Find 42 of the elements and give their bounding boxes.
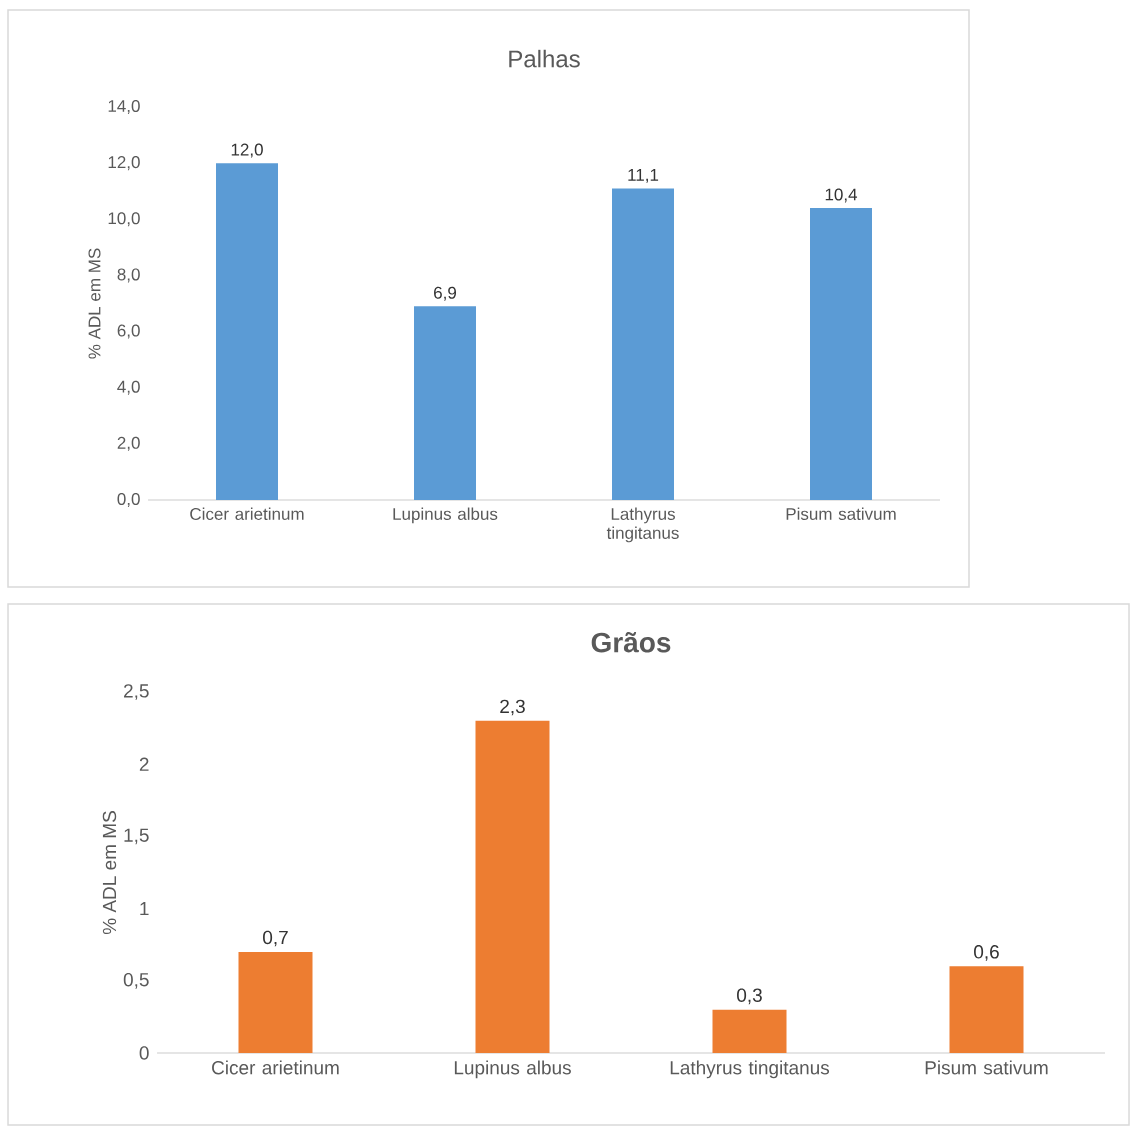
x-tick-label: Lupinus albus: [393, 507, 498, 524]
bar: [216, 163, 279, 500]
x-tick-label: Pisum sativum: [786, 507, 896, 521]
bar: [475, 720, 550, 1053]
y-axis-title: % ADL em MS: [102, 811, 117, 935]
bar: [712, 1009, 787, 1053]
y-tick-label: 10,0: [108, 212, 140, 227]
data-label: 0,7: [263, 930, 288, 947]
bar: [414, 306, 477, 500]
data-label: 2,3: [500, 699, 525, 716]
x-tick-label: Pisum sativum: [925, 1060, 1048, 1075]
y-tick-label: 1,5: [124, 828, 149, 845]
x-tick-label: Lupinus albus: [454, 1060, 571, 1079]
bar: [612, 188, 674, 500]
y-tick-label: 2,0: [117, 436, 140, 451]
data-label: 11,1: [628, 168, 659, 183]
y-tick-label: 0,0: [117, 492, 140, 508]
data-label: 10,4: [825, 188, 858, 203]
bar: [810, 208, 872, 500]
bar: [949, 966, 1024, 1053]
bar: [238, 951, 313, 1053]
data-label: 6,9: [434, 286, 457, 301]
y-tick-label: 6,0: [117, 324, 140, 339]
y-tick-label: 0,5: [123, 972, 149, 989]
chart-title: Grãos: [591, 632, 671, 653]
data-label: 0,6: [974, 945, 999, 961]
y-tick-label: 8,0: [117, 268, 140, 283]
data-label: 0,3: [737, 988, 762, 1005]
y-axis-title: % ADL em MS: [88, 248, 101, 359]
y-tick-label: 0: [139, 1046, 149, 1060]
x-tick-label: Cicer arietinum: [190, 507, 304, 521]
chart-title: Palhas: [509, 49, 580, 68]
y-tick-label: 12,0: [108, 156, 140, 171]
x-tick-label: Cicer arietinum: [212, 1060, 339, 1075]
y-tick-label: 4,0: [117, 380, 140, 395]
y-tick-label: 14,0: [108, 99, 140, 115]
y-tick-label: 1: [140, 902, 149, 916]
y-tick-label: 2: [139, 757, 149, 771]
y-tick-label: 2,5: [124, 684, 149, 700]
data-label: 12,0: [231, 143, 263, 158]
x-tick-label: Lathyrus tingitanus: [606, 507, 679, 543]
x-tick-label: Lathyrus tingitanus: [670, 1060, 830, 1079]
